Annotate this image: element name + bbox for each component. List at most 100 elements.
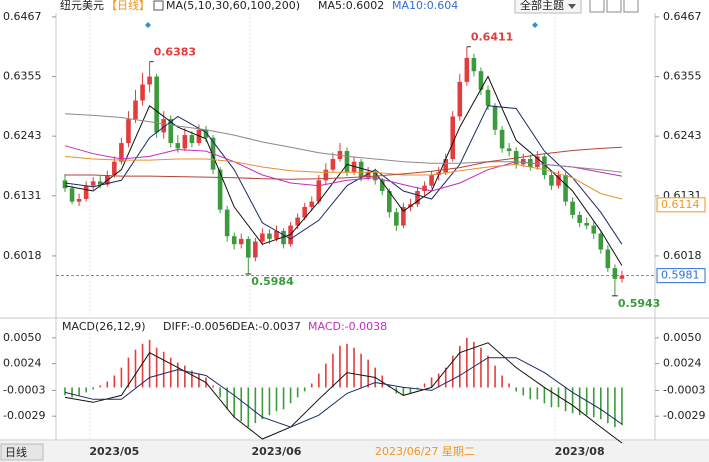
x-tick-label: 2023/05 <box>89 445 139 458</box>
candle-body <box>394 212 399 226</box>
candle-body <box>224 209 230 237</box>
x-tick-label: 2023/06 <box>252 445 302 458</box>
candle-body <box>549 175 554 186</box>
candle-body <box>281 230 286 245</box>
legend-icon <box>153 0 164 11</box>
candle-body <box>260 233 265 242</box>
candle-body <box>133 100 138 120</box>
y-tick-label: -0.0003 <box>3 383 45 396</box>
candle-body <box>112 161 117 176</box>
candle-body <box>253 241 258 258</box>
candle-body <box>217 169 223 210</box>
extreme-label: 0.6383 <box>154 46 196 59</box>
month-separators <box>89 13 556 440</box>
price-marker <box>656 268 706 284</box>
candle-body <box>175 143 181 149</box>
macd-line <box>64 342 623 444</box>
candle-body <box>471 57 477 72</box>
candle-body <box>90 181 96 186</box>
y-tick-label: 0.6243 <box>3 129 42 142</box>
candle-body <box>415 190 420 205</box>
candle-body <box>140 84 145 101</box>
candle-body <box>577 214 582 223</box>
y-tick-label: 0.6018 <box>3 249 42 262</box>
ma-line <box>64 105 623 245</box>
y-tick-label: 0.6467 <box>3 10 42 23</box>
ma-line <box>64 113 622 173</box>
period-button-label[interactable]: 日线 <box>5 445 27 459</box>
candle-body <box>246 238 251 258</box>
candle-body <box>189 135 195 144</box>
ma10-value: MA10:0.604 <box>392 0 458 12</box>
candle-body <box>147 76 152 85</box>
y-tick-label: -0.0029 <box>3 409 45 422</box>
period-label: 【日线】 <box>106 0 150 12</box>
tool-buttons <box>589 0 639 13</box>
y-tick-label: 0.6131 <box>3 189 42 202</box>
macd-value: MACD:-0.0038 <box>308 320 387 333</box>
y-tick-label: 0.6355 <box>663 70 702 83</box>
y-tick-label: 0.6467 <box>663 10 702 23</box>
candle-body <box>203 129 209 138</box>
candle-body <box>267 233 272 239</box>
candle-body <box>478 71 484 90</box>
candle-body <box>379 180 385 191</box>
candle-body <box>492 105 498 130</box>
crosshair-date: 2023/06/27 星期二 <box>375 445 475 458</box>
candle-body <box>238 238 244 245</box>
candle-body <box>450 116 456 160</box>
dropdown-arrow <box>568 4 576 9</box>
candle-body <box>351 161 357 173</box>
period-button[interactable] <box>0 443 44 461</box>
candle-body <box>196 129 202 144</box>
y-tick-label: 0.6018 <box>663 249 702 262</box>
candle-body <box>605 249 611 269</box>
theme-select-label[interactable]: 全部主题 <box>520 0 564 12</box>
theme-select[interactable] <box>514 0 582 14</box>
dea-value: DEA:-0.0037 <box>232 320 301 333</box>
candle-body <box>295 217 300 226</box>
candle-body <box>119 143 124 162</box>
candle-body <box>387 190 392 213</box>
x-tick-label: 2023/08 <box>555 445 605 458</box>
y-tick-label: 0.0024 <box>3 357 42 370</box>
candle-body <box>344 151 350 173</box>
candle-body <box>584 222 589 226</box>
candle-body <box>76 198 82 202</box>
candle-body <box>464 57 470 82</box>
extreme-label: 0.5984 <box>251 275 294 288</box>
tool-button[interactable] <box>623 0 639 13</box>
extreme-label: 0.5943 <box>618 297 660 310</box>
candle-body <box>168 119 174 144</box>
candle-body <box>401 206 406 226</box>
extreme-label: 0.6411 <box>471 31 513 44</box>
y-tick-label: 0.0050 <box>3 331 42 344</box>
candle-body <box>591 225 597 234</box>
macd-title: MACD(26,12,9) <box>62 320 146 333</box>
ma-legend: MA(5,10,30,60,100,200) <box>166 0 300 12</box>
candle-body <box>69 188 75 202</box>
candle-body <box>365 172 371 178</box>
tool-button[interactable] <box>606 0 622 13</box>
ma-line <box>64 155 623 200</box>
ma-line <box>65 146 622 180</box>
candle-body <box>443 159 448 173</box>
candle-body <box>612 268 618 279</box>
instrument-name: 纽元美元 <box>60 0 104 12</box>
candle-body <box>309 201 315 207</box>
candle-body <box>161 119 166 133</box>
price-marker-label: 0.6114 <box>661 198 700 211</box>
diff-value: DIFF:-0.0056 <box>163 320 233 333</box>
candle-body <box>302 206 307 218</box>
candle-body <box>358 161 364 178</box>
time-axis-bar <box>0 441 709 462</box>
y-tick-label: 0.6243 <box>663 129 702 142</box>
candle-body <box>62 180 68 189</box>
tool-button[interactable] <box>589 0 605 13</box>
candle-body <box>182 135 188 149</box>
candle-body <box>83 185 89 199</box>
candle-body <box>323 169 329 181</box>
candle-body <box>422 185 427 191</box>
